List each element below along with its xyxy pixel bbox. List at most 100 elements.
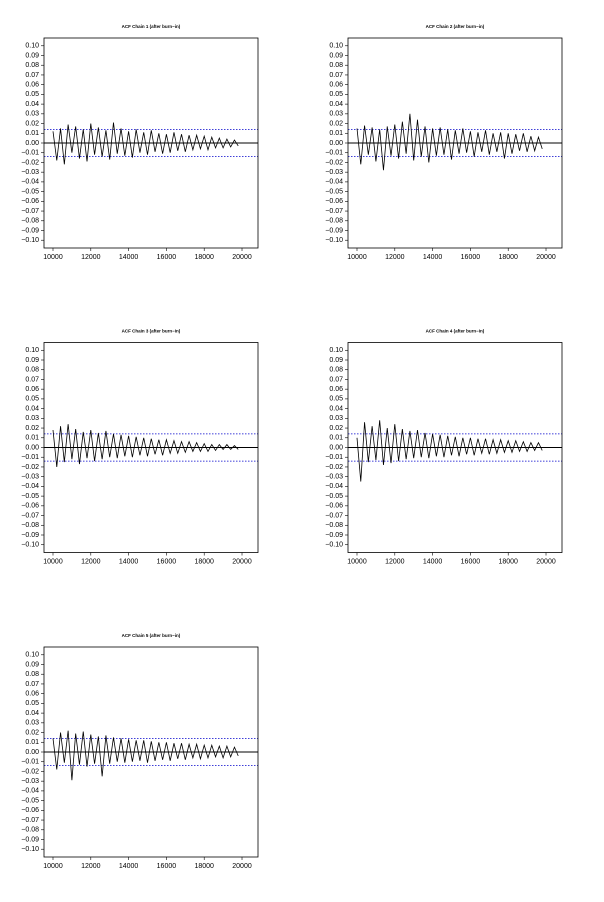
y-tick-label: −0.02 [325, 159, 343, 166]
y-tick-label: 0.06 [329, 386, 343, 393]
x-tick-label: 12000 [81, 254, 101, 261]
x-tick-label: 10000 [43, 863, 63, 870]
x-tick-label: 14000 [119, 558, 139, 565]
x-tick-label: 12000 [81, 558, 101, 565]
x-tick-label: 10000 [347, 254, 367, 261]
y-tick-label: 0.07 [25, 681, 39, 688]
x-tick-label: 16000 [461, 558, 481, 565]
y-tick-label: −0.03 [325, 474, 343, 481]
x-tick-label: 12000 [385, 558, 405, 565]
x-tick-label: 16000 [461, 254, 481, 261]
y-tick-label: 0.02 [25, 120, 39, 127]
chart-title: ACF Chain 2 (after burn−in) [426, 24, 485, 29]
y-tick-label: −0.05 [21, 493, 39, 500]
y-tick-label: −0.10 [21, 237, 39, 244]
x-tick-label: 14000 [119, 863, 139, 870]
acf-line [52, 424, 239, 467]
x-tick-label: 16000 [157, 863, 177, 870]
y-tick-label: −0.07 [21, 512, 39, 519]
y-tick-label: −0.02 [21, 768, 39, 775]
y-tick-label: −0.02 [21, 159, 39, 166]
y-tick-label: 0.09 [25, 357, 39, 364]
x-tick-label: 10000 [347, 558, 367, 565]
acf-line [356, 420, 543, 482]
y-tick-label: 0.09 [25, 661, 39, 668]
y-tick-label: −0.03 [21, 778, 39, 785]
acf-line [52, 730, 239, 781]
y-tick-label: 0.04 [25, 101, 39, 108]
y-tick-label: −0.07 [21, 817, 39, 824]
y-tick-label: 0.00 [25, 749, 39, 756]
y-tick-label: 0.05 [25, 91, 39, 98]
y-tick-label: 0.00 [329, 140, 343, 147]
y-tick-label: 0.03 [25, 720, 39, 727]
plot-frame [347, 342, 563, 553]
y-tick-label: −0.06 [325, 198, 343, 205]
y-tick-label: −0.04 [21, 179, 39, 186]
y-tick-label: 0.05 [329, 396, 343, 403]
y-tick-label: −0.03 [21, 169, 39, 176]
x-tick-label: 10000 [43, 254, 63, 261]
y-tick-label: −0.10 [21, 542, 39, 549]
x-tick-label: 12000 [385, 254, 405, 261]
y-tick-label: −0.09 [21, 532, 39, 539]
y-tick-label: −0.01 [21, 759, 39, 766]
y-tick-label: 0.06 [25, 386, 39, 393]
y-tick-label: −0.08 [325, 522, 343, 529]
y-tick-label: 0.01 [25, 435, 39, 442]
x-tick-label: 18000 [498, 558, 518, 565]
y-tick-label: −0.08 [21, 522, 39, 529]
x-tick-label: 20000 [232, 558, 252, 565]
y-tick-label: −0.04 [21, 788, 39, 795]
y-tick-label: 0.09 [25, 52, 39, 59]
y-tick-label: 0.01 [25, 130, 39, 137]
y-tick-label: 0.04 [25, 405, 39, 412]
chart-title: ACF Chain 1 (after burn−in) [122, 24, 181, 29]
acf-line [52, 122, 239, 165]
x-tick-label: 12000 [81, 863, 101, 870]
y-tick-label: −0.10 [325, 237, 343, 244]
y-tick-label: −0.10 [325, 542, 343, 549]
x-tick-label: 18000 [194, 558, 214, 565]
y-tick-label: 0.01 [329, 130, 343, 137]
y-tick-label: 0.06 [25, 691, 39, 698]
y-tick-label: −0.04 [325, 483, 343, 490]
x-tick-label: 14000 [119, 254, 139, 261]
y-tick-label: −0.06 [21, 807, 39, 814]
y-tick-label: 0.02 [329, 425, 343, 432]
y-tick-label: −0.05 [325, 188, 343, 195]
y-tick-label: 0.07 [25, 72, 39, 79]
chart-title: ACF Chain 5 (after burn−in) [122, 633, 181, 638]
chart-title: ACF Chain 3 (after burn−in) [122, 329, 181, 334]
x-tick-label: 20000 [536, 558, 556, 565]
y-tick-label: −0.03 [325, 169, 343, 176]
y-tick-label: 0.08 [25, 62, 39, 69]
y-tick-label: 0.07 [25, 376, 39, 383]
y-tick-label: −0.04 [325, 179, 343, 186]
y-tick-label: 0.02 [25, 729, 39, 736]
y-tick-label: 0.08 [329, 62, 343, 69]
y-tick-label: 0.08 [25, 367, 39, 374]
y-tick-label: 0.10 [25, 347, 39, 354]
y-tick-label: 0.10 [329, 43, 343, 50]
y-tick-label: 0.04 [329, 101, 343, 108]
y-tick-label: −0.01 [21, 150, 39, 157]
plot-frame [43, 342, 259, 553]
y-tick-label: 0.04 [329, 405, 343, 412]
y-tick-label: 0.07 [329, 376, 343, 383]
y-tick-label: 0.02 [25, 425, 39, 432]
y-tick-label: −0.05 [21, 797, 39, 804]
y-tick-label: −0.04 [21, 483, 39, 490]
y-tick-label: −0.06 [21, 198, 39, 205]
y-tick-label: 0.05 [25, 700, 39, 707]
y-tick-label: −0.02 [21, 464, 39, 471]
y-tick-label: 0.05 [25, 396, 39, 403]
y-tick-label: −0.09 [21, 227, 39, 234]
chart-title: ACF Chain 4 (after burn−in) [426, 329, 485, 334]
y-tick-label: 0.08 [329, 367, 343, 374]
y-tick-label: 0.09 [329, 52, 343, 59]
y-tick-label: 0.07 [329, 72, 343, 79]
y-tick-label: −0.10 [21, 846, 39, 853]
y-tick-label: −0.09 [21, 836, 39, 843]
y-tick-label: 0.02 [329, 120, 343, 127]
